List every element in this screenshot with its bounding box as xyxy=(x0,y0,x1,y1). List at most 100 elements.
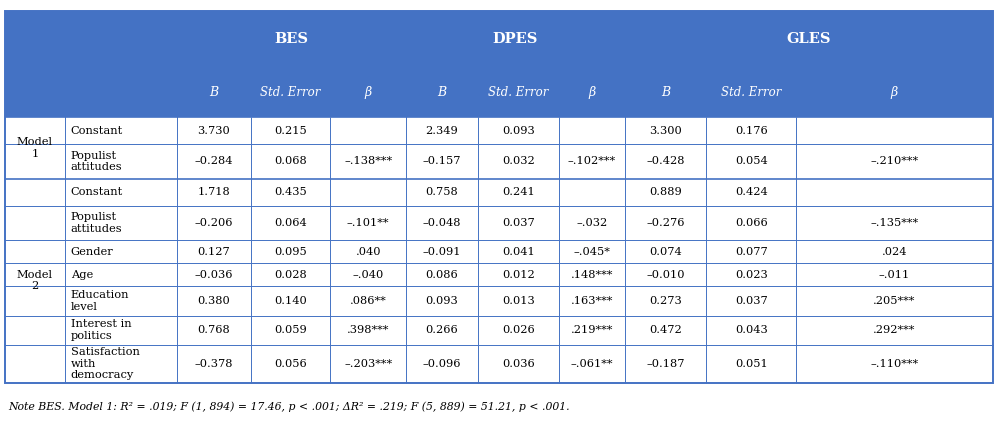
Text: B: B xyxy=(209,86,219,99)
Text: –0.096: –0.096 xyxy=(422,359,460,369)
Text: 0.127: 0.127 xyxy=(198,247,230,257)
Bar xyxy=(5,240,992,263)
Text: 0.273: 0.273 xyxy=(649,296,681,306)
Text: 0.095: 0.095 xyxy=(274,247,306,257)
Text: .086**: .086** xyxy=(350,296,386,306)
Text: –0.378: –0.378 xyxy=(195,359,233,369)
Text: 0.036: 0.036 xyxy=(502,359,534,369)
Text: –0.157: –0.157 xyxy=(422,156,460,167)
Text: Constant: Constant xyxy=(71,126,123,135)
Text: β: β xyxy=(587,86,595,99)
Text: DPES: DPES xyxy=(492,32,538,46)
Text: 0.013: 0.013 xyxy=(502,296,534,306)
Bar xyxy=(5,206,992,240)
Text: Populist
attitudes: Populist attitudes xyxy=(71,150,122,172)
Bar xyxy=(5,117,992,144)
Text: –0.206: –0.206 xyxy=(195,218,233,228)
Text: 0.380: 0.380 xyxy=(198,296,230,306)
Text: Age: Age xyxy=(71,270,92,279)
Text: 2.349: 2.349 xyxy=(425,126,457,135)
Text: 0.037: 0.037 xyxy=(502,218,534,228)
Text: 0.176: 0.176 xyxy=(735,126,766,135)
Text: 3.730: 3.730 xyxy=(198,126,230,135)
Bar xyxy=(5,316,992,345)
Text: –.102***: –.102*** xyxy=(568,156,615,167)
Text: 0.140: 0.140 xyxy=(274,296,306,306)
Text: 0.215: 0.215 xyxy=(274,126,306,135)
Bar xyxy=(5,263,992,286)
Text: 0.028: 0.028 xyxy=(274,270,306,279)
Text: –0.010: –0.010 xyxy=(646,270,684,279)
Text: –0.276: –0.276 xyxy=(646,218,684,228)
Text: 0.051: 0.051 xyxy=(735,359,766,369)
Text: 0.889: 0.889 xyxy=(649,187,681,197)
Text: B: B xyxy=(436,86,446,99)
Text: 0.768: 0.768 xyxy=(198,325,230,335)
Text: 0.066: 0.066 xyxy=(735,218,766,228)
Text: Model
1: Model 1 xyxy=(17,137,53,159)
Text: .163***: .163*** xyxy=(571,296,612,306)
Text: .148***: .148*** xyxy=(571,270,612,279)
Text: 0.023: 0.023 xyxy=(735,270,766,279)
Text: GLES: GLES xyxy=(786,32,830,46)
Text: Populist
attitudes: Populist attitudes xyxy=(71,212,122,234)
Text: 0.064: 0.064 xyxy=(274,218,306,228)
Text: .398***: .398*** xyxy=(347,325,389,335)
Text: .292***: .292*** xyxy=(873,325,914,335)
Bar xyxy=(5,286,992,316)
Text: –.032: –.032 xyxy=(576,218,607,228)
Text: 0.093: 0.093 xyxy=(425,296,457,306)
Text: 0.424: 0.424 xyxy=(735,187,766,197)
Text: Std. Error: Std. Error xyxy=(488,86,548,99)
Text: 3.300: 3.300 xyxy=(649,126,681,135)
Text: 1.718: 1.718 xyxy=(198,187,230,197)
Text: 0.266: 0.266 xyxy=(425,325,457,335)
Text: –0.091: –0.091 xyxy=(422,247,460,257)
Text: Education
level: Education level xyxy=(71,290,129,311)
Text: –0.048: –0.048 xyxy=(422,218,460,228)
Text: 0.032: 0.032 xyxy=(502,156,534,167)
Text: 0.077: 0.077 xyxy=(735,247,766,257)
Text: –0.428: –0.428 xyxy=(646,156,684,167)
Text: –0.284: –0.284 xyxy=(195,156,233,167)
Text: 0.241: 0.241 xyxy=(502,187,534,197)
Text: 0.037: 0.037 xyxy=(735,296,766,306)
Text: 0.093: 0.093 xyxy=(502,126,534,135)
Text: Constant: Constant xyxy=(71,187,123,197)
Text: –.138***: –.138*** xyxy=(344,156,392,167)
Text: –.101**: –.101** xyxy=(347,218,389,228)
Text: β: β xyxy=(890,86,898,99)
Text: –.210***: –.210*** xyxy=(870,156,917,167)
Text: Std. Error: Std. Error xyxy=(260,86,320,99)
Text: β: β xyxy=(364,86,372,99)
Text: 0.056: 0.056 xyxy=(274,359,306,369)
Text: 0.012: 0.012 xyxy=(502,270,534,279)
Text: 0.758: 0.758 xyxy=(425,187,457,197)
Bar xyxy=(5,179,992,206)
Text: –.061**: –.061** xyxy=(571,359,612,369)
Text: .040: .040 xyxy=(355,247,381,257)
Text: Std. Error: Std. Error xyxy=(721,86,780,99)
Text: 0.068: 0.068 xyxy=(274,156,306,167)
Bar xyxy=(5,345,992,383)
Text: –0.036: –0.036 xyxy=(195,270,233,279)
Text: 0.472: 0.472 xyxy=(649,325,681,335)
Text: B: B xyxy=(660,86,670,99)
Text: –.011: –.011 xyxy=(878,270,910,279)
Text: 0.059: 0.059 xyxy=(274,325,306,335)
Text: Satisfaction
with
democracy: Satisfaction with democracy xyxy=(71,347,139,380)
Text: Gender: Gender xyxy=(71,247,113,257)
Text: –.135***: –.135*** xyxy=(870,218,917,228)
Text: –.040: –.040 xyxy=(352,270,384,279)
Text: Model
2: Model 2 xyxy=(17,270,53,291)
Text: .205***: .205*** xyxy=(873,296,914,306)
Text: Note BES. Model 1: R² = .019; F (1, 894) = 17.46, p < .001; ΔR² = .219; F (5, 88: Note BES. Model 1: R² = .019; F (1, 894)… xyxy=(8,402,569,412)
Text: 0.074: 0.074 xyxy=(649,247,681,257)
Text: 0.043: 0.043 xyxy=(735,325,766,335)
Bar xyxy=(5,144,992,179)
Text: –.110***: –.110*** xyxy=(870,359,917,369)
Text: 0.054: 0.054 xyxy=(735,156,766,167)
Text: –0.187: –0.187 xyxy=(646,359,684,369)
Text: .219***: .219*** xyxy=(571,325,612,335)
Text: –.203***: –.203*** xyxy=(344,359,392,369)
